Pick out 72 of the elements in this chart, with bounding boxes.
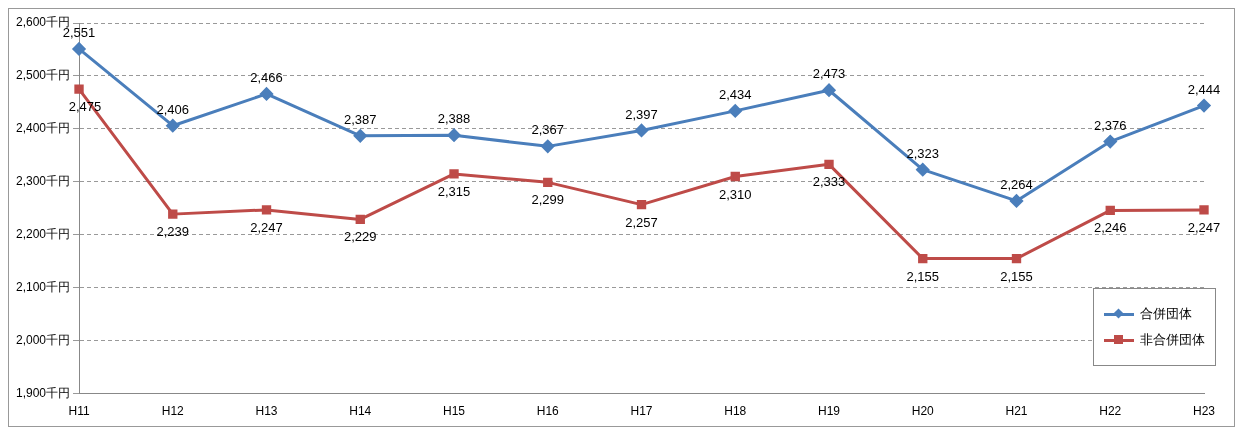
- legend-label: 合併団体: [1140, 305, 1192, 323]
- point: [72, 42, 86, 56]
- y-tick-label: 2,000千円: [16, 332, 71, 347]
- point: [728, 104, 742, 118]
- y-tick-label: 2,300千円: [16, 174, 71, 189]
- point: [260, 87, 274, 101]
- data-label: 2,257: [625, 214, 658, 230]
- data-label: 2,376: [1093, 117, 1127, 133]
- data-label: 2,239: [156, 224, 190, 240]
- point: [636, 199, 647, 210]
- x-tick-label: H15: [443, 404, 466, 419]
- point: [822, 83, 836, 97]
- point: [355, 214, 365, 225]
- data-label: 2,434: [718, 86, 752, 102]
- data-label: 2,397: [625, 106, 658, 122]
- x-tick-label: H23: [1192, 404, 1216, 419]
- data-label: 2,323: [906, 145, 940, 161]
- x-tick-label: H12: [161, 404, 185, 419]
- data-label: 2,315: [437, 183, 471, 199]
- x-tick-label: H20: [911, 404, 935, 419]
- data-label: 2,466: [250, 70, 283, 86]
- point: [1103, 135, 1117, 149]
- y-tick-label: 2,500千円: [16, 68, 71, 83]
- y-tick-label: 2,400千円: [16, 121, 71, 136]
- y-tick-label: 2,100千円: [16, 280, 71, 295]
- y-tick-label: 1,900千円: [16, 385, 71, 400]
- x-tick-label: H14: [349, 404, 372, 419]
- point: [1010, 194, 1024, 208]
- data-label: 2,246: [1093, 220, 1127, 236]
- point: [916, 163, 930, 177]
- point: [166, 119, 180, 133]
- data-label: 2,310: [718, 186, 752, 202]
- data-label: 2,406: [156, 101, 190, 117]
- point: [1197, 99, 1211, 113]
- data-label: 2,247: [250, 219, 283, 235]
- point: [1011, 253, 1022, 264]
- data-label: 2,155: [906, 268, 940, 284]
- legend-label: 非合併団体: [1140, 331, 1205, 349]
- data-label: 2,333: [812, 174, 846, 190]
- point: [168, 209, 178, 219]
- x-tick-label: H11: [68, 404, 90, 419]
- data-label: 2,388: [437, 111, 471, 127]
- y-tick-label: 2,200千円: [16, 227, 71, 242]
- point: [74, 84, 84, 94]
- data-label: 2,387: [344, 111, 377, 127]
- x-tick-label: H22: [1099, 404, 1122, 419]
- point: [353, 129, 367, 143]
- x-tick-label: H21: [1005, 404, 1028, 419]
- point: [261, 205, 272, 215]
- point: [543, 177, 553, 188]
- point: [447, 128, 461, 142]
- point: [541, 139, 555, 153]
- data-label: 2,247: [1187, 219, 1221, 235]
- point: [918, 253, 928, 264]
- point: [730, 171, 740, 182]
- x-tick-label: H17: [630, 404, 653, 419]
- data-label: 2,473: [812, 66, 846, 82]
- x-tick-label: H13: [255, 404, 278, 419]
- data-label: 2,264: [1000, 176, 1033, 192]
- point: [635, 123, 649, 137]
- x-tick-label: H19: [818, 404, 841, 419]
- data-label: 2,229: [344, 229, 377, 245]
- x-tick-label: H16: [536, 404, 560, 419]
- point: [824, 159, 834, 170]
- point: [1105, 205, 1115, 216]
- point: [449, 169, 459, 179]
- data-label: 2,444: [1187, 81, 1221, 97]
- data-label: 2,367: [531, 122, 565, 138]
- data-label: 2,299: [531, 192, 565, 208]
- x-tick-label: H18: [724, 404, 747, 419]
- point: [1199, 205, 1209, 215]
- data-label: 2,155: [1000, 268, 1033, 284]
